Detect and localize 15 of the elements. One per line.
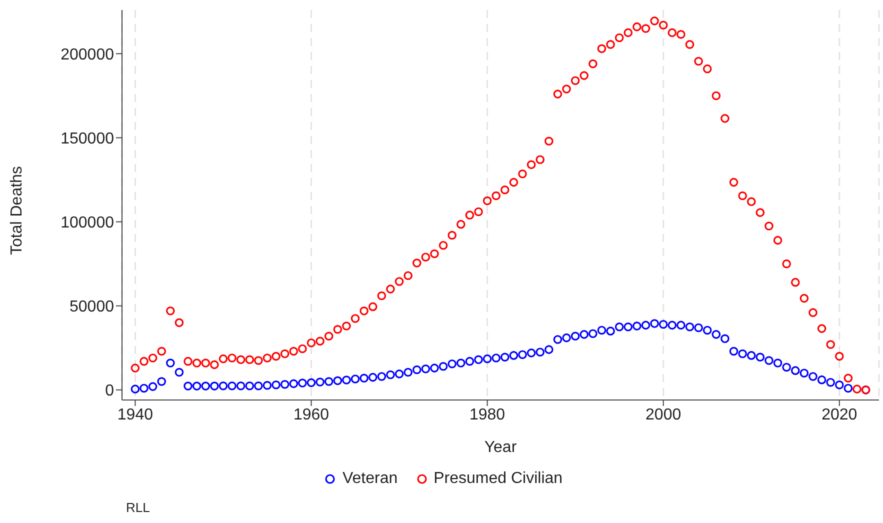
x-tick-label: 1960 [293, 406, 330, 424]
x-tick-label: 2000 [646, 406, 682, 424]
y-tick-label: 150000 [60, 130, 114, 148]
y-tick-label: 0 [105, 382, 114, 400]
legend-label: Veteran [341, 470, 398, 488]
y-tick-label: 200000 [60, 46, 114, 64]
x-tick-label: 1940 [117, 406, 154, 424]
y-axis-title: Total Deaths [8, 166, 26, 255]
text: RLL [126, 500, 151, 515]
y-tick-label: 50000 [70, 298, 114, 316]
x-axis-title: Year [484, 439, 518, 456]
x-tick-label: 1980 [470, 406, 506, 424]
x-tick-label: 2020 [822, 406, 858, 424]
legend-label: Presumed Civilian [432, 470, 563, 488]
y-tick-label: 100000 [60, 214, 114, 232]
